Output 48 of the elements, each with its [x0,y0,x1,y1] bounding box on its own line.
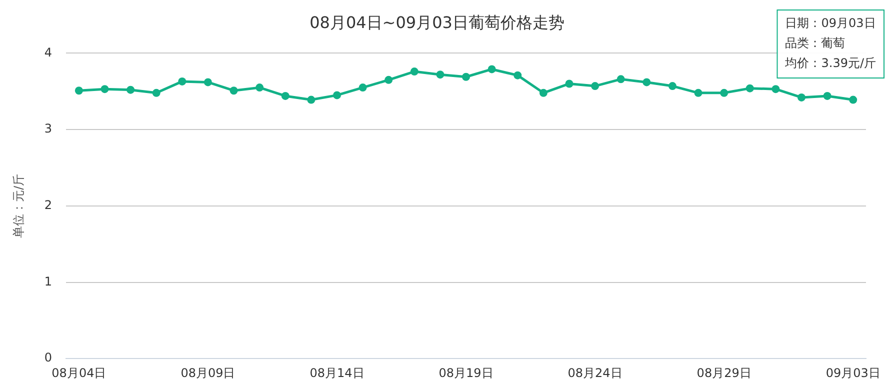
y-tick-label: 4 [44,45,52,60]
point [539,88,548,97]
point [410,68,418,76]
text: 日期：09月03日 [785,16,876,30]
point [746,84,754,92]
point [307,96,316,104]
point [100,85,109,94]
point [668,82,676,90]
text: 品类：葡萄 [785,36,846,50]
point [642,78,651,86]
y-tick-label: 0 [44,350,52,365]
point [591,82,600,90]
point [230,86,238,95]
point [152,88,160,97]
point [358,84,367,92]
y-tick-label: 3 [44,122,52,136]
point [436,70,444,79]
x-tick-label: 08月04日 [52,366,106,380]
point [332,91,341,100]
y-axis-title: 单位：元/斤 [11,174,26,238]
chart-title: 08月04日~09月03日葡萄价格走势 [310,12,564,32]
x-tick-label: 08月09日 [180,366,236,380]
point [616,75,625,84]
point [74,86,83,95]
point [797,93,806,102]
point [720,88,728,97]
point [514,71,522,80]
x-tick-label: 08月14日 [310,366,364,380]
x-tick-label: 09月03日 [826,366,880,380]
point [565,80,574,88]
x-tick-label: 08月19日 [438,366,494,380]
x-tick-label: 08月24日 [568,366,622,380]
point [126,86,135,94]
y-tick-label: 1 [44,274,52,288]
point [256,84,264,92]
x-tick-label: 08月29日 [696,366,752,380]
point [204,78,212,86]
point [178,77,186,86]
point [462,72,470,81]
annotation: 均价：3.39元/斤 [784,56,876,70]
point [823,92,832,100]
point [849,96,858,104]
point [694,88,702,97]
point [488,65,496,74]
y-tick-label: 2 [44,198,52,212]
point [281,92,290,100]
point [384,76,393,84]
point [772,85,780,94]
